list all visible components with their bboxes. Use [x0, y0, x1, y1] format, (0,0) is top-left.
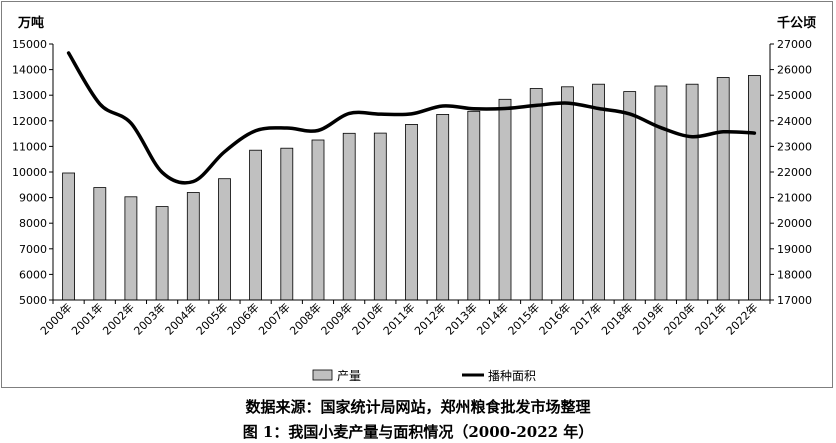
y-left-tick-label: 13000: [12, 89, 47, 102]
y-left-tick-label: 12000: [12, 115, 47, 128]
bar: [311, 139, 325, 301]
x-tick-label: 2020年: [661, 300, 698, 337]
bar: [498, 98, 512, 301]
y-axis-left-label: 万吨: [17, 15, 44, 31]
legend-label-bar: 产量: [337, 369, 361, 383]
y-axis-right-label: 千公顷: [777, 15, 816, 31]
x-tick-label: 2006年: [224, 300, 261, 337]
y-left-tick-label: 9000: [19, 192, 47, 205]
area-line: [66, 51, 757, 185]
bar: [186, 192, 200, 301]
x-tick-label: 2013年: [442, 300, 479, 337]
x-tick-label: 2005年: [193, 300, 230, 337]
y-left-tick-label: 14000: [12, 64, 47, 77]
y-right-tick-label: 23000: [777, 140, 812, 153]
bar: [405, 124, 418, 301]
bar: [249, 149, 263, 301]
y-right-tick-label: 19000: [777, 243, 812, 256]
x-tick-label: 2011年: [380, 300, 417, 337]
bar: [592, 83, 605, 301]
y-right-tick-label: 26000: [777, 64, 812, 77]
x-tick-label: 2008年: [287, 300, 324, 337]
y-right-tick-label: 22000: [777, 166, 812, 179]
figure-caption: 图 1：我国小麦产量与面积情况（2000-2022 年）: [242, 423, 594, 441]
y-right-tick-label: 25000: [777, 89, 812, 102]
bar: [716, 77, 730, 301]
bar: [218, 178, 231, 301]
x-tick-label: 2022年: [723, 300, 760, 337]
source-caption: 数据来源：国家统计局网站，郑州粮食批发市场整理: [245, 398, 591, 416]
bar: [623, 91, 637, 301]
y-right-tick-label: 20000: [777, 217, 812, 230]
y-right-tick-label: 17000: [777, 294, 812, 307]
bar: [373, 132, 387, 301]
y-left-tick-label: 8000: [19, 217, 47, 230]
x-tick-label: 2009年: [318, 300, 355, 337]
x-tick-label: 2018年: [598, 300, 635, 337]
bar: [124, 196, 138, 301]
y-left-tick-label: 15000: [12, 38, 47, 51]
x-tick-label: 2001年: [68, 300, 105, 337]
x-tick-label: 2014年: [474, 300, 511, 337]
x-tick-label: 2004年: [162, 300, 199, 337]
bar: [561, 86, 574, 301]
x-tick-label: 2003年: [131, 300, 168, 337]
y-right-tick-label: 27000: [777, 38, 812, 51]
x-tick-label: 2015年: [505, 300, 542, 337]
y-left-tick-label: 11000: [12, 140, 47, 153]
x-tick-label: 2012年: [411, 300, 448, 337]
bar-series: [62, 75, 761, 301]
chart: 万吨 千公顷 5000 6000 7000 8000 9000 10000 11000 120…: [12, 15, 816, 383]
y-left-tick-label: 7000: [19, 243, 47, 256]
bar: [155, 206, 169, 301]
x-tick-label: 2017年: [567, 300, 604, 337]
legend-swatch-bar: [312, 369, 333, 381]
bar: [342, 132, 356, 301]
y-left-tick-label: 6000: [19, 268, 47, 281]
x-tick-label: 2010年: [349, 300, 386, 337]
legend-label-line: 播种面积: [488, 369, 536, 383]
y-right-tick-label: 18000: [777, 268, 812, 281]
y-left-tick-label: 5000: [19, 294, 47, 307]
bar: [93, 187, 107, 301]
x-tick-label: 2007年: [255, 300, 292, 337]
bar: [529, 88, 543, 301]
x-tick-label: 2002年: [100, 300, 137, 337]
y-right-tick-label: 24000: [777, 115, 812, 128]
y-right-tick-label: 21000: [777, 192, 812, 205]
bar: [467, 110, 481, 301]
bar: [748, 75, 761, 301]
legend: 产量 播种面积: [312, 369, 536, 383]
line-series: [66, 51, 757, 185]
bar: [62, 172, 75, 301]
bar: [436, 114, 450, 301]
x-tick-label: 2021年: [692, 300, 729, 337]
y-left-tick-label: 10000: [12, 166, 47, 179]
x-tick-label: 2019年: [630, 300, 667, 337]
x-tick-label: 2016年: [536, 300, 573, 337]
bar: [280, 147, 294, 301]
bar: [654, 85, 668, 301]
bar: [685, 83, 699, 301]
